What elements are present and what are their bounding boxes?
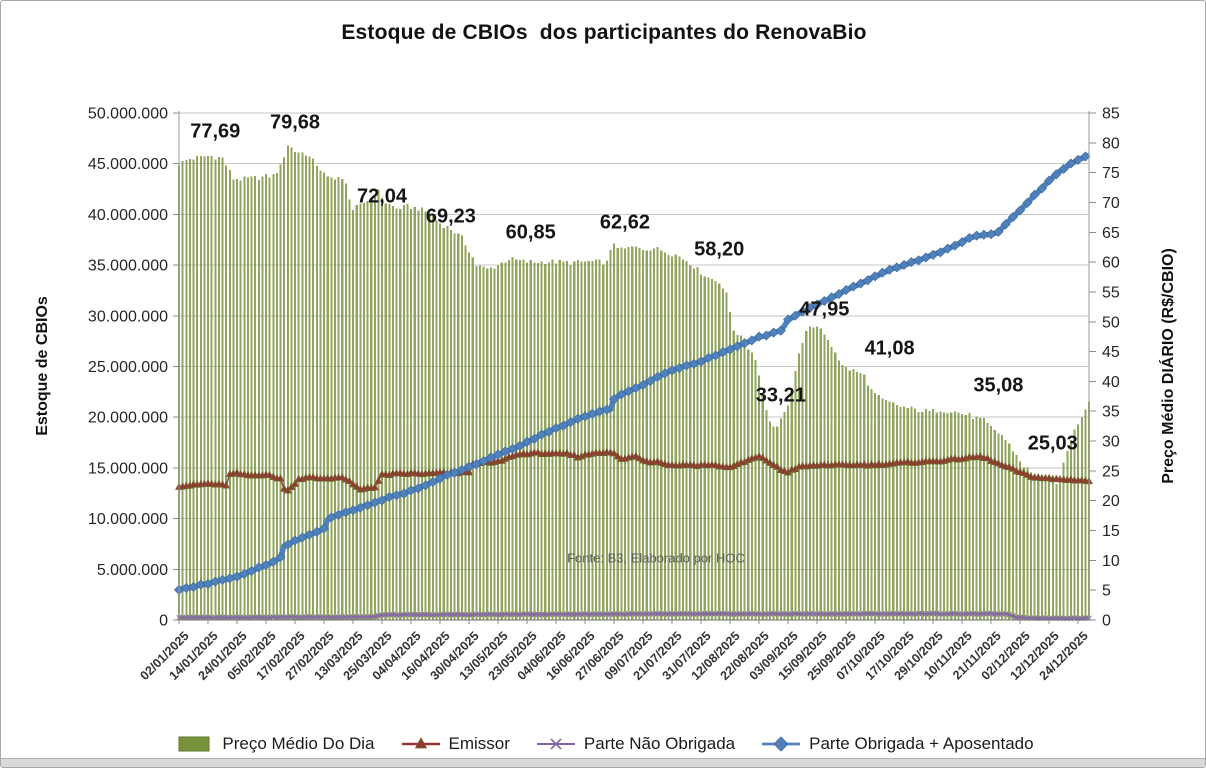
triangle-marker-icon [401,735,441,753]
legend-label: Emissor [448,734,510,753]
svg-text:45.000.000: 45.000.000 [88,156,168,173]
x-marker-icon [536,735,576,753]
chart-legend: Preço Médio Do Dia Emissor Parte Não Obr… [1,728,1205,760]
svg-text:35.000.000: 35.000.000 [88,258,168,275]
bar-swatch-icon [174,735,214,753]
chart-title: Estoque de CBIOs dos participantes do Re… [341,21,867,44]
svg-text:20: 20 [1102,493,1120,510]
svg-text:65: 65 [1102,225,1120,242]
right-axis-title: Preço Médio DIÁRIO (R$/CBIO) [1160,248,1177,484]
svg-text:5.000.000: 5.000.000 [97,562,168,579]
legend-label: Parte Obrigada + Aposentado [809,734,1034,753]
svg-text:55: 55 [1102,284,1120,301]
legend-item-parte-nao-obrigada: Parte Não Obrigada [536,734,735,754]
legend-label: Preço Médio Do Dia [222,734,375,753]
svg-text:10: 10 [1102,553,1120,570]
legend-item-parte-obrigada: Parte Obrigada + Aposentado [761,734,1034,754]
svg-text:75: 75 [1102,165,1120,182]
svg-text:25: 25 [1102,463,1120,480]
diamond-marker-icon [761,735,801,753]
svg-text:35: 35 [1102,404,1120,421]
svg-text:40: 40 [1102,374,1120,391]
svg-text:70: 70 [1102,195,1120,212]
svg-text:40.000.000: 40.000.000 [88,207,168,224]
window-bottom-edge [1,758,1205,767]
source-note: Fonte: B3, Elaborado por HOC [567,550,745,566]
svg-text:15.000.000: 15.000.000 [88,460,168,477]
svg-text:80: 80 [1102,135,1120,152]
legend-item-emissor: Emissor [401,734,510,754]
svg-text:30.000.000: 30.000.000 [88,308,168,325]
svg-text:60: 60 [1102,255,1120,272]
svg-text:45: 45 [1102,344,1120,361]
left-axis-title: Estoque de CBIOs [34,296,51,436]
svg-text:25.000.000: 25.000.000 [88,359,168,376]
svg-text:50.000.000: 50.000.000 [88,106,168,123]
svg-text:50: 50 [1102,314,1120,331]
legend-item-preco-medio: Preço Médio Do Dia [174,734,375,754]
svg-text:20.000.000: 20.000.000 [88,410,168,427]
svg-text:85: 85 [1102,106,1120,123]
svg-text:10.000.000: 10.000.000 [88,511,168,528]
chart-canvas: 0 5.000.000 10.000.000 15.000.000 20.000.000… [88,106,1120,683]
svg-text:0: 0 [159,613,168,630]
svg-text:0: 0 [1102,613,1111,630]
legend-label: Parte Não Obrigada [583,734,736,753]
svg-text:5: 5 [1102,583,1111,600]
svg-text:30: 30 [1102,434,1120,451]
svg-text:15: 15 [1102,523,1120,540]
